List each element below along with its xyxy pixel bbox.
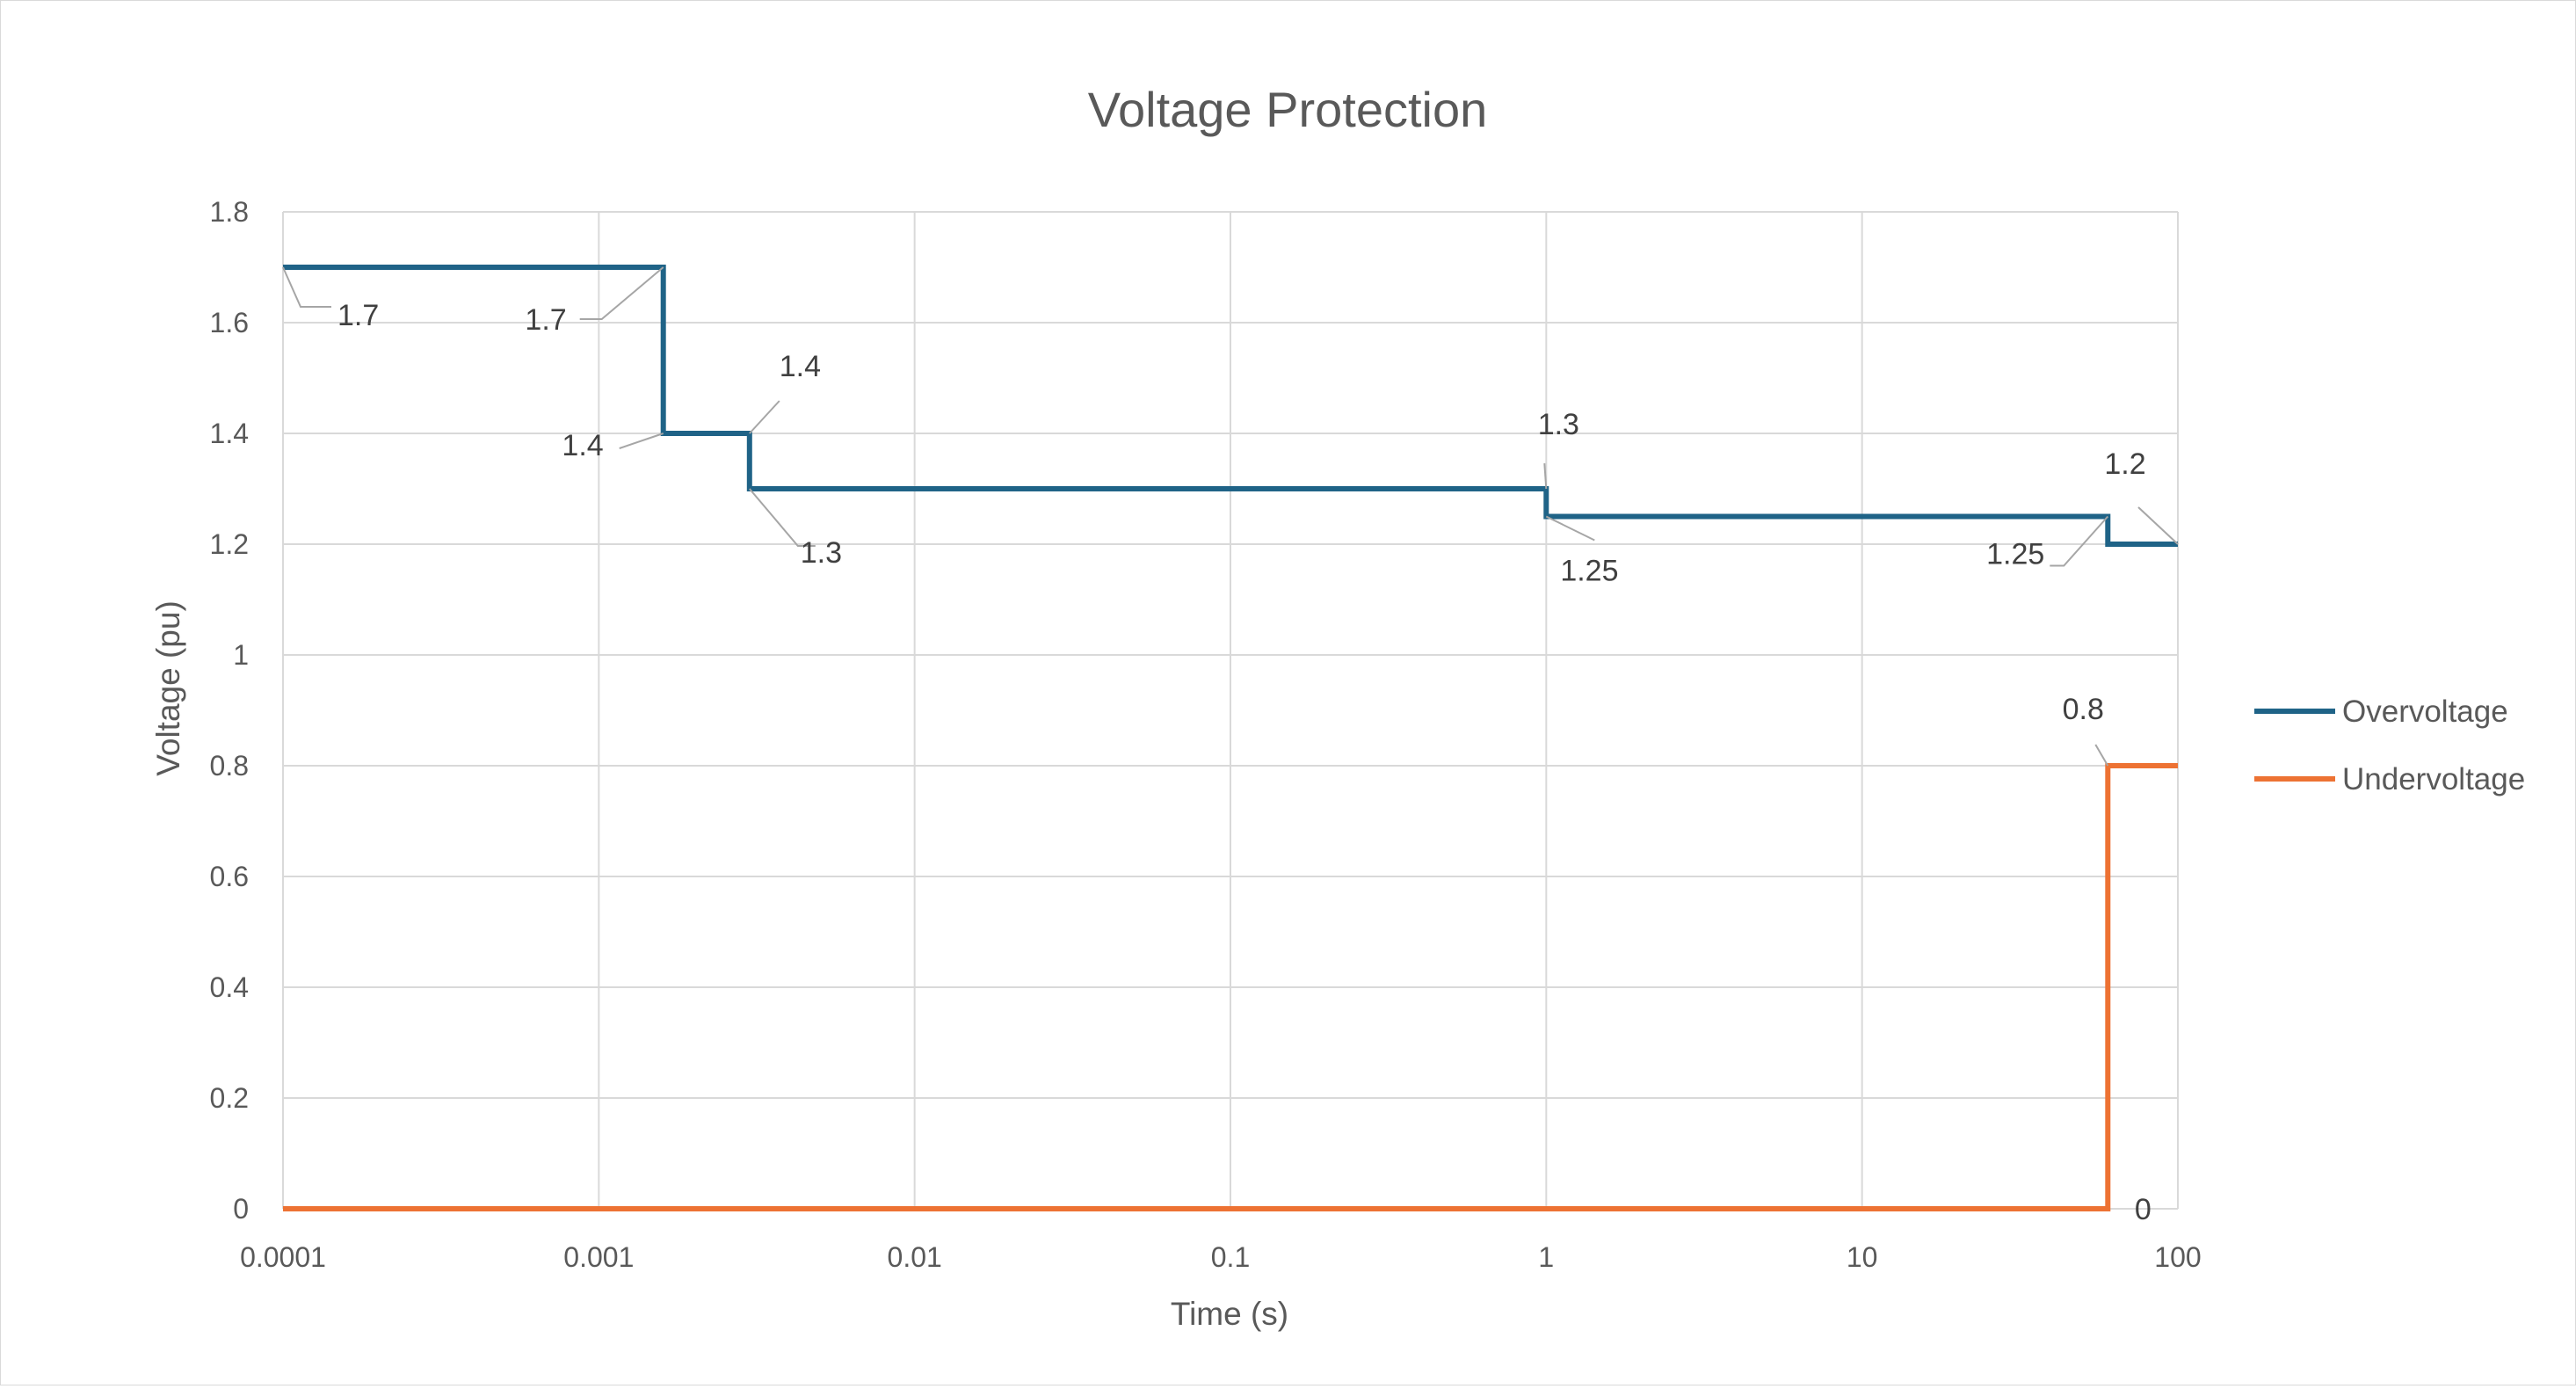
x-tick-label: 100 <box>2154 1241 2201 1273</box>
y-tick-label: 1 <box>233 639 249 671</box>
data-label: 1.2 <box>2104 447 2145 481</box>
x-tick-label: 0.0001 <box>240 1241 326 1273</box>
series-lines <box>283 265 2178 1211</box>
data-label: 1.25 <box>1986 538 2044 571</box>
data-labels: 1.7 1.7 1.4 1.4 1.3 1.3 1.25 1.25 1.2 0 0.8 <box>282 266 2179 1226</box>
label-leader-line <box>749 488 816 547</box>
legend-label: Undervoltage <box>2342 762 2525 796</box>
data-label: 1.25 <box>1560 555 1618 588</box>
data-label: 1.3 <box>1538 408 1579 441</box>
label-leader-line <box>749 400 780 434</box>
data-label: 1.4 <box>562 429 603 462</box>
data-label: 1.3 <box>801 536 842 570</box>
data-label: 0 <box>2135 1193 2152 1226</box>
label-leader-line <box>619 433 664 449</box>
legend-label: Overvoltage <box>2342 694 2508 729</box>
y-tick-label: 1.6 <box>210 307 249 338</box>
label-leader-line <box>1543 462 1548 490</box>
legend: Overvoltage Undervoltage <box>2254 694 2525 796</box>
label-leader-line <box>1545 515 1595 542</box>
x-tick-label: 10 <box>1847 1241 1878 1273</box>
data-label: 0.8 <box>2063 693 2104 726</box>
y-axis-title: Voltage (pu) <box>150 600 186 776</box>
gridlines <box>282 211 2179 1210</box>
y-tick-label: 1.8 <box>210 196 249 228</box>
axis-ticks: 0 0.2 0.4 0.6 0.8 1 1.2 1.4 1.6 1.8 0.0001 0.001 0.0… <box>210 196 2202 1273</box>
y-tick-label: 0.2 <box>210 1082 249 1114</box>
y-tick-label: 0 <box>233 1193 249 1225</box>
data-label: 1.7 <box>525 303 566 337</box>
label-leader-line <box>579 266 664 320</box>
y-tick-label: 1.4 <box>210 418 249 449</box>
label-leader-line <box>2050 515 2109 567</box>
x-axis-title: Time (s) <box>1171 1296 1288 1332</box>
y-tick-label: 1.2 <box>210 528 249 560</box>
chart-title: Voltage Protection <box>1088 82 1488 137</box>
y-tick-label: 0.6 <box>210 861 249 892</box>
data-label: 1.7 <box>337 299 379 332</box>
label-leader-line <box>282 266 331 308</box>
x-tick-label: 0.01 <box>888 1241 942 1273</box>
legend-item-undervoltage: Undervoltage <box>2254 762 2525 796</box>
y-tick-label: 0.8 <box>210 750 249 782</box>
y-tick-label: 0.4 <box>210 971 249 1003</box>
label-leader-line <box>2137 506 2179 545</box>
series-line-undervoltage <box>283 763 2178 1211</box>
data-label: 1.4 <box>780 350 821 383</box>
x-tick-label: 0.1 <box>1211 1241 1250 1273</box>
legend-item-overvoltage: Overvoltage <box>2254 694 2508 729</box>
series-line-overvoltage <box>283 265 2178 547</box>
label-leader-line <box>2094 744 2109 767</box>
x-tick-label: 1 <box>1538 1241 1554 1273</box>
x-tick-label: 0.001 <box>563 1241 634 1273</box>
